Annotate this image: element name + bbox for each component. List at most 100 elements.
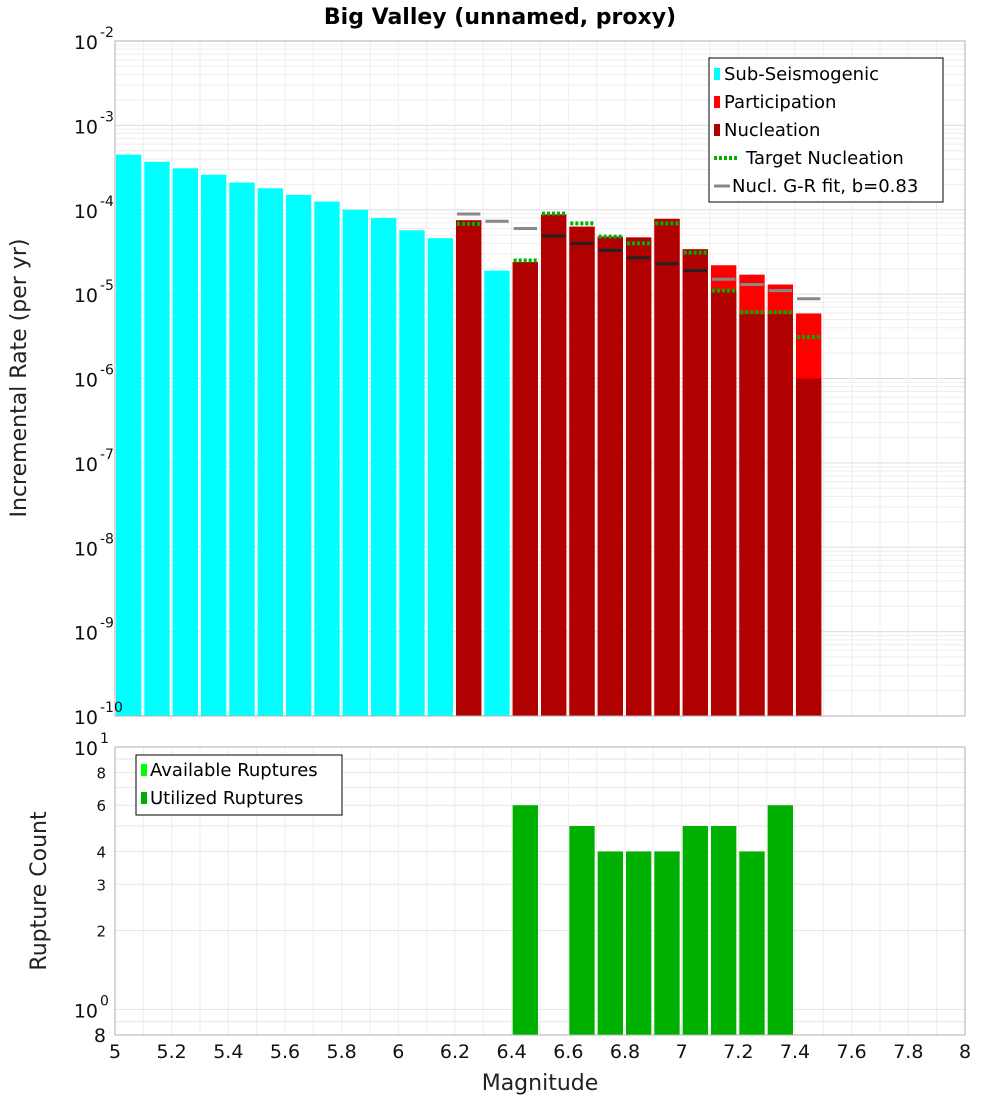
x-tick-label: 5.4 [213, 1041, 243, 1063]
sub-seismogenic-bar [427, 238, 453, 716]
top-y-tick-base: 10 [74, 285, 98, 307]
x-tick-label: 7.8 [893, 1041, 923, 1063]
sub-seismogenic-bar [399, 230, 425, 716]
chart-title: Big Valley (unnamed, proxy) [324, 5, 676, 30]
sub-seismogenic-bar [257, 188, 283, 717]
utilized-ruptures-bar [767, 805, 793, 1035]
utilized-ruptures-bar [682, 826, 708, 1035]
bottom-gridlines [114, 746, 966, 1036]
x-tick-label: 6 [392, 1041, 404, 1063]
legend-label: Nucleation [724, 120, 820, 141]
legend-swatch [714, 68, 720, 80]
bottom-y-tick-label: 3 [96, 876, 106, 894]
nucleation-bar [796, 378, 822, 716]
bottom-y-tick-label: 6 [96, 797, 106, 815]
nucleation-bar [767, 314, 793, 716]
x-tick-label: 7 [676, 1041, 688, 1063]
x-tick-label: 6.2 [440, 1041, 470, 1063]
legend-label: Participation [724, 92, 836, 113]
utilized-ruptures-bar [739, 851, 765, 1035]
sub-seismogenic-bar [201, 174, 227, 716]
bottom-y-tick-label: 4 [96, 843, 106, 861]
nucleation-bar [654, 218, 680, 716]
sub-seismogenic-bar [286, 194, 312, 716]
utilized-ruptures-bar [626, 851, 652, 1035]
top-y-tick-base: 10 [74, 538, 98, 560]
bottom-y-tick-exp: 1 [100, 731, 109, 747]
bottom-y-tick-base: 10 [74, 738, 98, 760]
x-tick-label: 5.2 [157, 1041, 187, 1063]
x-axis-label: Magnitude [482, 1071, 599, 1096]
sub-seismogenic-bar [229, 182, 255, 716]
top-y-axis-label: Incremental Rate (per yr) [7, 239, 32, 518]
legend-label: Utilized Ruptures [150, 788, 303, 809]
nucleation-bar [739, 314, 765, 716]
x-tick-labels: 5 5.2 5.4 5.6 5.8 6 6.2 6.4 6.6 6.8 7 7.2 7.4 7.6 7.8 8 [109, 1041, 971, 1063]
utilized-ruptures-bar [569, 826, 595, 1035]
sub-seismogenic-bar [314, 201, 340, 716]
top-legend-box [708, 57, 944, 203]
x-tick-label: 6.4 [497, 1041, 527, 1063]
utilized-ruptures-bar [512, 805, 538, 1035]
x-tick-label: 5.8 [327, 1041, 357, 1063]
sub-seismogenic-bar [144, 161, 170, 716]
nucleation-bar [569, 226, 595, 716]
bottom-legend-box [135, 754, 343, 816]
legend-swatch [714, 96, 720, 108]
bottom-y-tick-label: 2 [96, 923, 106, 941]
nucleation-bar [711, 290, 737, 716]
top-y-tick-base: 10 [74, 707, 98, 729]
nucleation-bar [512, 262, 538, 716]
legend-swatch [141, 792, 147, 804]
bottom-y-tick-base: 10 [74, 1001, 98, 1023]
x-tick-label: 7.4 [780, 1041, 810, 1063]
top-bars [116, 154, 822, 717]
x-tick-label: 5.6 [270, 1041, 300, 1063]
sub-seismogenic-bar [172, 168, 198, 716]
x-tick-label: 5 [109, 1041, 121, 1063]
nucleation-bar [456, 220, 482, 717]
top-legend: Sub-Seismogenic Participation Nucleation Ta… [708, 57, 944, 203]
top-y-tick-base: 10 [74, 32, 98, 54]
top-y-tick-base: 10 [74, 201, 98, 223]
top-y-tick-exp: -10 [100, 700, 123, 716]
top-y-tick-exp: -4 [100, 194, 114, 210]
bottom-y-tick-exp: 0 [100, 994, 109, 1010]
top-y-tick-exp: -8 [100, 531, 114, 547]
legend-label: Nucl. G-R fit, b=0.83 [732, 176, 918, 197]
sub-seismogenic-bar [484, 270, 510, 716]
legend-label: Target Nucleation [745, 148, 904, 169]
top-y-tick-exp: -9 [100, 616, 114, 632]
top-y-tick-base: 10 [74, 623, 98, 645]
x-tick-label: 7.6 [837, 1041, 867, 1063]
top-y-tick-exp: -2 [100, 25, 114, 41]
nucleation-bar [682, 249, 708, 716]
bottom-legend: Available Ruptures Utilized Ruptures [135, 754, 343, 816]
sub-seismogenic-bar [116, 154, 142, 716]
top-y-tick-base: 10 [74, 454, 98, 476]
top-y-tick-exp: -6 [100, 363, 114, 379]
top-y-tick-exp: -3 [100, 109, 114, 125]
top-y-tick-exp: -5 [100, 278, 114, 294]
bottom-y-tick-label: 8 [94, 1025, 106, 1047]
top-plot-frame [114, 40, 966, 717]
nucleation-bar [597, 236, 623, 716]
bottom-y-tick-label: 8 [96, 764, 106, 782]
sub-seismogenic-bar [371, 217, 397, 716]
nucleation-bar [541, 214, 567, 717]
nucleation-bar [626, 237, 652, 716]
top-y-tick-base: 10 [74, 116, 98, 138]
top-y-tick-base: 10 [74, 370, 98, 392]
utilized-ruptures-bar [711, 826, 737, 1035]
bottom-y-axis-label: Rupture Count [27, 811, 52, 971]
top-target-and-fit-marks [457, 211, 821, 340]
sub-seismogenic-bar [342, 209, 368, 716]
x-tick-label: 6.6 [553, 1041, 583, 1063]
bottom-plot-frame [114, 746, 966, 1036]
top-y-tick-exp: -7 [100, 447, 114, 463]
x-tick-label: 8 [959, 1041, 971, 1063]
legend-label: Available Ruptures [150, 760, 318, 781]
